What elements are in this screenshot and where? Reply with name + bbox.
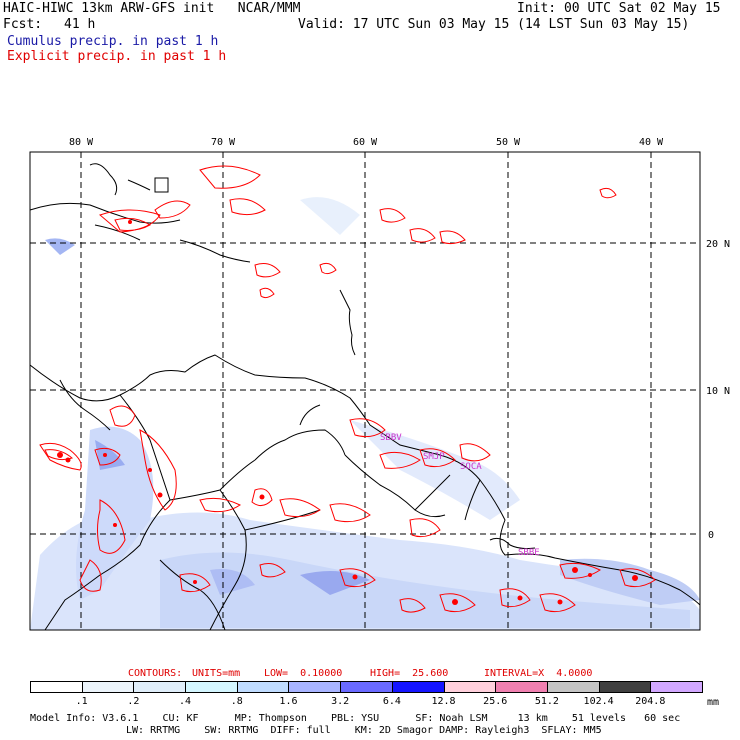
cumulus-precip-shading <box>30 197 700 630</box>
colorbar-label: 204.8 <box>635 696 666 707</box>
colorbar-label: 102.4 <box>583 696 614 707</box>
colorbar-label: 12.8 <box>431 696 456 707</box>
contours-low: LOW= 0.10000 <box>264 668 343 679</box>
colorbar-label: 1.6 <box>279 696 298 707</box>
station-label: SMJP <box>423 452 445 462</box>
contours-interval: INTERVAL=X 4.0000 <box>484 668 593 679</box>
colorbar-box <box>340 681 393 693</box>
colorbar-label: 25.6 <box>483 696 508 707</box>
coastlines <box>29 163 701 631</box>
forecast-label: Fcst: <box>3 17 43 32</box>
station-label: SBBE <box>518 548 540 558</box>
colorbar-box <box>598 681 652 693</box>
contours-high: HIGH= 25.600 <box>370 668 449 679</box>
contours-label: CONTOURS: <box>128 668 183 679</box>
lon-label: 50 W <box>496 137 521 148</box>
colorbar-label: .4 <box>179 696 192 707</box>
lon-label: 70 W <box>211 137 236 148</box>
colorbar-box <box>185 681 238 693</box>
colorbar-box <box>443 681 497 693</box>
lat-label: 10 N <box>706 386 730 397</box>
model-info-line1: Model Info: V3.6.1 CU: KF MP: Thompson P… <box>30 713 681 724</box>
colorbar-box <box>546 681 600 693</box>
lon-label: 60 W <box>353 137 378 148</box>
colorbar-box <box>81 681 135 693</box>
colorbar-label: 6.4 <box>382 696 401 707</box>
colorbar-box <box>133 681 187 693</box>
lat-label: 0 <box>708 530 714 541</box>
colorbar-label: .2 <box>127 696 140 707</box>
colorbar-box <box>30 681 83 693</box>
station-label: SOCA <box>460 462 482 472</box>
valid-time: Valid: 17 UTC Sun 03 May 15 (14 LST Sun … <box>298 17 690 32</box>
latlon-grid <box>30 152 700 630</box>
colorbar-box <box>495 681 548 693</box>
colorbar-box <box>391 681 445 693</box>
colorbar-label: 3.2 <box>331 696 350 707</box>
colorbar-label: .1 <box>75 696 88 707</box>
explicit-precip-contours <box>39 165 656 613</box>
init-time: Init: 00 UTC Sat 02 May 15 <box>517 1 721 16</box>
forecast-hour: 41 h <box>64 17 96 32</box>
station-label: SBBV <box>380 433 402 443</box>
lon-label: 40 W <box>639 137 664 148</box>
lon-label: 80 W <box>69 137 94 148</box>
explicit-precip-cores <box>57 220 638 605</box>
colorbar-unit: mm <box>707 697 720 708</box>
explicit-legend: Explicit precip. in past 1 h <box>7 49 227 64</box>
colorbar-box <box>650 681 703 693</box>
colorbar-label: .8 <box>230 696 243 707</box>
contours-units: UNITS=mm <box>192 668 241 679</box>
colorbar-box <box>288 681 342 693</box>
colorbar-box <box>236 681 290 693</box>
cumulus-legend: Cumulus precip. in past 1 h <box>7 34 219 49</box>
plot-title: HAIC-HIWC 13km ARW-GFS init NCAR/MMM <box>3 1 301 16</box>
colorbar-label: 51.2 <box>534 696 559 707</box>
model-info-line2: LW: RRTMG SW: RRTMG DIFF: full KM: 2D Sm… <box>126 725 602 736</box>
lat-label: 20 N <box>706 239 730 250</box>
